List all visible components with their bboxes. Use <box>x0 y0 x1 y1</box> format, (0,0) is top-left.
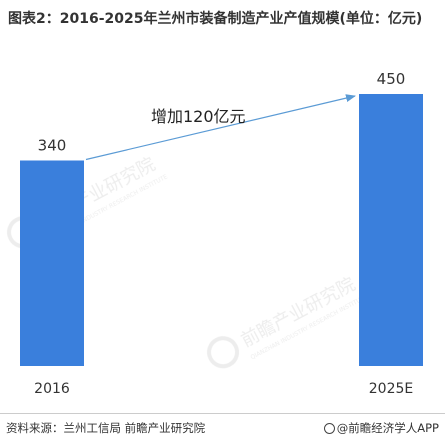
footer: 资料来源：兰州工信局 前瞻产业研究院 @前瞻经济学人APP <box>0 413 445 444</box>
growth-annotation: 增加120亿元 <box>151 107 246 126</box>
bar-2016 <box>20 160 84 366</box>
watermark-logo-icon <box>207 336 240 369</box>
brand-credit: @前瞻经济学人APP <box>323 420 439 436</box>
brand-logo-icon <box>323 423 335 434</box>
chart-title: 图表2：2016-2025年兰州市装备制造产业产值规模(单位：亿元) <box>8 11 423 27</box>
x-tick-label-2016: 2016 <box>34 381 70 397</box>
data-label-2025E: 450 <box>377 70 406 88</box>
data-label-2016: 340 <box>38 136 67 154</box>
plot-area: 340 2016 450 2025E <box>20 70 423 397</box>
growth-arrow <box>85 94 356 161</box>
bar-2025E <box>359 94 423 366</box>
x-tick-label-2025E: 2025E <box>369 381 413 397</box>
brand-text: @前瞻经济学人APP <box>336 421 439 435</box>
source-note: 资料来源：兰州工信局 前瞻产业研究院 <box>6 421 206 435</box>
